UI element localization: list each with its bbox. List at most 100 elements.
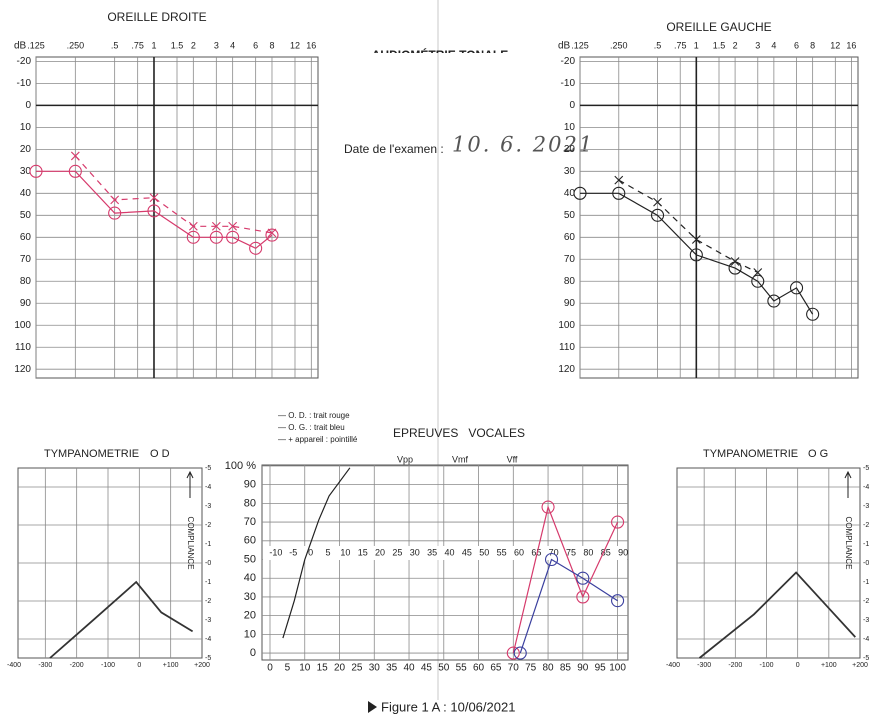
date-value: 10. 6. 2021	[452, 133, 594, 157]
y-tick-label: 50	[244, 553, 256, 565]
x-tick-label: 35	[386, 663, 398, 674]
axis-arrow-head	[844, 470, 852, 479]
x-tick-label: 12	[290, 40, 300, 50]
y-tick-label: 20	[20, 144, 32, 155]
x2-tick-label: 20	[375, 547, 385, 557]
x-tick-label: .5	[111, 40, 119, 50]
x-tick-label: .75	[131, 40, 144, 50]
y-tick-label: 60	[244, 535, 256, 547]
x-tick-label: 80	[542, 663, 554, 674]
x-tick-label: 85	[560, 663, 572, 674]
y-tick-label: 50	[564, 210, 576, 221]
x-tick-label: -300	[38, 662, 52, 669]
x-tick-label: 4	[771, 40, 776, 50]
y-tick-label: 40	[20, 188, 32, 199]
annotation: Vmf	[452, 454, 469, 464]
y-tick-label: 0	[250, 647, 256, 659]
x-tick-label: .250	[610, 40, 628, 50]
y-tick-label: 40	[244, 572, 256, 584]
y-tick-label: -20	[561, 56, 576, 67]
data-point	[650, 208, 665, 222]
y-tick-label: 10	[564, 122, 576, 133]
x2-tick-label: 75	[566, 547, 576, 557]
y-tick-label: -4	[205, 636, 211, 643]
x2-tick-label: 5	[325, 547, 330, 557]
x-tick-label: 15	[317, 663, 329, 674]
caption-icon	[368, 701, 377, 713]
date-label: Date de l'examen :	[344, 142, 444, 156]
y-axis-label: COMPLIANCE	[844, 517, 853, 570]
y-tick-label: -4	[205, 484, 211, 491]
y-tick-label: 120	[14, 364, 31, 375]
y-tick-label: 80	[564, 276, 576, 287]
x-tick-label: 40	[403, 663, 415, 674]
x-tick-label: 2	[733, 40, 738, 50]
x-tick-label: +100	[821, 662, 837, 669]
y-tick-label: -2	[205, 522, 211, 529]
y-tick-label: 110	[15, 342, 31, 353]
x-tick-label: 90	[577, 663, 589, 674]
x-tick-label: 30	[369, 663, 381, 674]
annotation: Vff	[507, 454, 518, 464]
series-line	[74, 155, 273, 234]
x2-tick-label: 45	[462, 547, 472, 557]
x-tick-label: 100	[609, 663, 626, 674]
x-tick-label: 1.5	[713, 40, 726, 50]
x2-tick-label: -10	[269, 547, 282, 557]
y-tick-label: -2	[863, 522, 869, 529]
data-point	[186, 230, 200, 244]
chart-title: TYMPANOMETRIE	[44, 448, 139, 460]
y-tick-label: -20	[17, 56, 32, 67]
x2-tick-label: 25	[392, 547, 402, 557]
x-tick-label: -400	[666, 662, 680, 669]
data-point	[265, 228, 279, 242]
x-tick-label: 0	[796, 662, 800, 669]
x-tick-label: 1	[151, 40, 156, 50]
x-tick-label: .75	[674, 40, 687, 50]
y-tick-label: 0	[569, 100, 575, 111]
data-point	[249, 241, 263, 255]
y-unit: dB	[558, 41, 571, 52]
y-tick-label: 80	[20, 276, 32, 287]
y-tick-label: -4	[863, 484, 869, 491]
data-point	[653, 197, 662, 207]
x-tick-label: +200	[852, 662, 868, 669]
y-tick-label: 100	[14, 320, 31, 331]
y-tick-label: -2	[205, 598, 211, 605]
x-tick-label: -200	[70, 662, 84, 669]
axis-arrow-head	[186, 470, 194, 479]
x2-tick-label: 15	[358, 547, 368, 557]
data-point	[614, 175, 624, 185]
series-line	[519, 558, 618, 654]
x2-tick-label: 30	[410, 547, 420, 557]
series-line	[49, 580, 194, 659]
x-tick-label: .5	[654, 40, 662, 50]
y-tick-label: -5	[205, 465, 211, 472]
chart-title: OREILLE GAUCHE	[666, 20, 771, 34]
data-point	[110, 195, 120, 205]
x-tick-label: 95	[595, 663, 607, 674]
x2-tick-label: 40	[445, 547, 455, 557]
y-tick-label: 30	[20, 166, 32, 177]
data-point	[611, 594, 625, 608]
y-tick-label: 60	[564, 232, 576, 243]
x2-tick-label: 65	[531, 547, 541, 557]
y-tick-label: 110	[559, 342, 575, 353]
data-point	[147, 204, 161, 218]
data-point	[149, 193, 159, 203]
x-tick-label: 55	[456, 663, 468, 674]
data-point	[211, 221, 221, 231]
data-point	[70, 151, 80, 161]
x2-tick-label: 0	[308, 547, 313, 557]
x-tick-label: 25	[351, 663, 363, 674]
data-point	[730, 257, 740, 266]
x-tick-label: 3	[214, 40, 219, 50]
data-point	[689, 248, 703, 262]
x-tick-label: 60	[473, 663, 485, 674]
y-tick-label: 120	[558, 364, 575, 375]
x2-tick-label: 60	[514, 547, 524, 557]
series-line	[282, 467, 351, 639]
x-tick-label: 16	[846, 40, 856, 50]
x-tick-label: 4	[230, 40, 235, 50]
series-line	[580, 192, 814, 315]
